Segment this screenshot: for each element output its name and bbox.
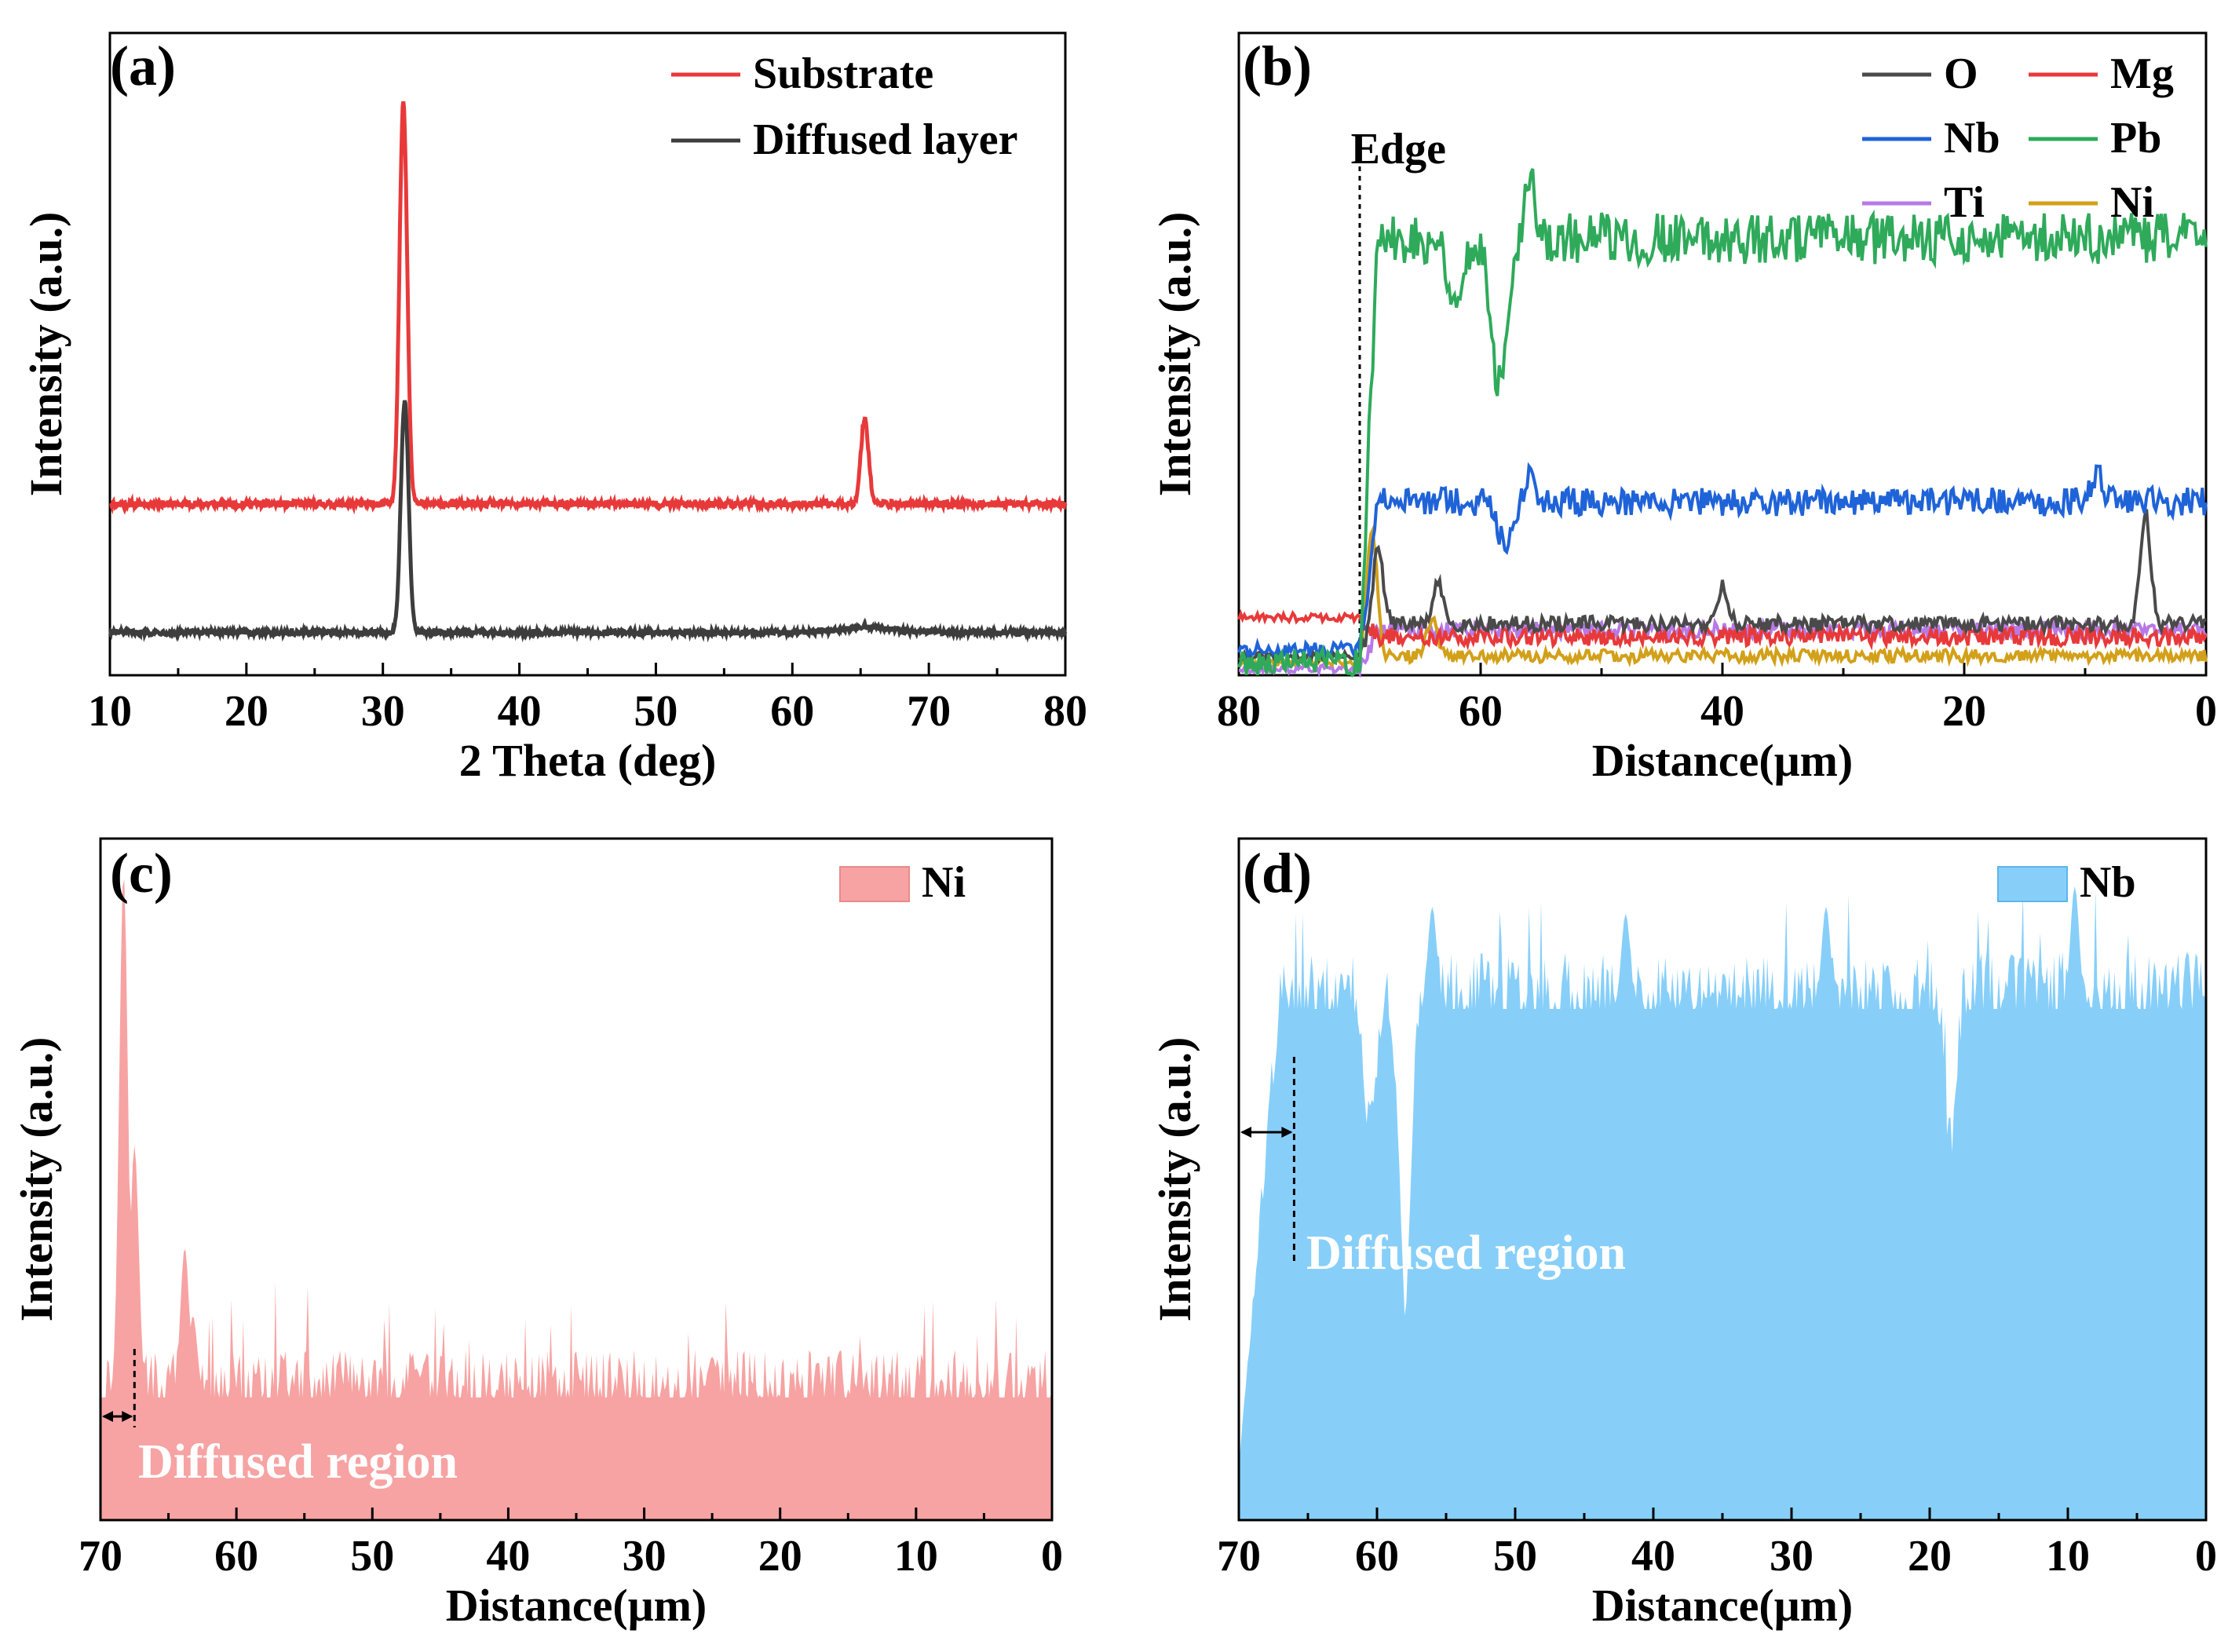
x-tick-label: 20 [225,687,268,736]
x-tick-label: 10 [2046,1532,2090,1581]
x-tick-label: 20 [758,1532,802,1581]
legend-label: Diffused layer [753,115,1018,164]
panel-label: (a) [110,35,176,97]
legend-label: Pb [2110,114,2161,163]
x-tick-label: 70 [907,687,951,736]
arrow-head-left [102,1411,113,1422]
legend-label: Ti [1944,178,1985,227]
legend-label: Mg [2110,49,2174,98]
x-axis-label: Distance(μm) [1592,735,1853,786]
series-line [1237,524,2208,669]
y-axis-label: Intensity (a.u.) [1149,212,1200,497]
x-tick-label: 80 [1043,687,1087,736]
y-axis-label: Intensity (a.u.) [1149,1037,1200,1322]
x-tick-label: 30 [1770,1532,1813,1581]
legend-label: Substrate [753,49,933,98]
x-tick-label: 50 [350,1532,394,1581]
series-line [1237,509,2207,665]
x-tick-label: 60 [770,687,814,736]
legend-label: O [1944,49,1978,98]
x-tick-label: 60 [1355,1532,1399,1581]
x-tick-label: 0 [2195,687,2217,736]
x-tick-label: 20 [1942,687,1986,736]
x-tick-label: 40 [498,687,542,736]
x-tick-label: 40 [486,1532,530,1581]
region-annotation: Diffused region [138,1435,458,1489]
x-tick-label: 10 [88,687,132,736]
x-tick-label: 80 [1217,687,1261,736]
legend-label: Nb [2080,858,2136,907]
panel-d: 70 60 50 40 30 20 10 0 Distance(μm) Intensity (a.… [1149,837,2217,1631]
series-line [1237,462,2208,662]
x-tick-label: 50 [634,687,678,736]
panel-c: 70 60 50 40 30 20 10 0 Distance(μm) Intensity (a.… [11,837,1063,1631]
panel-label: (b) [1243,35,1312,97]
legend-label: Ni [922,858,966,907]
x-tick-label: 60 [1459,687,1503,736]
x-tick-label: 60 [214,1532,258,1581]
x-tick-label: 40 [1631,1532,1675,1581]
x-tick-label: 30 [361,687,405,736]
x-tick-label: 50 [1493,1532,1537,1581]
x-tick-label: 20 [1908,1532,1952,1581]
x-axis-label: Distance(μm) [1592,1580,1853,1631]
x-tick-label: 30 [623,1532,667,1581]
series-line [1237,168,2208,678]
legend-swatch [839,866,910,902]
arrow-head-right [1281,1127,1293,1138]
arrow-head-left [1240,1127,1251,1138]
arrow-head-right [122,1411,133,1422]
region-annotation: Diffused region [1306,1226,1626,1280]
x-tick-label: 70 [79,1532,122,1581]
x-tick-label: 0 [1041,1532,1063,1581]
panel-b: 80 60 40 20 0 Distance(μm) Intensity (a.u.) (b)… [1149,31,2217,786]
panel-a: 10 20 30 40 50 60 70 80 2 Theta (deg) Intensity (… [20,31,1087,786]
legend-label: Ni [2110,178,2154,227]
x-tick-label: 40 [1700,687,1744,736]
x-tick-label: 0 [2195,1532,2217,1581]
legend-label: Nb [1944,114,2000,163]
series-line [1237,609,2208,651]
x-axis-label: Distance(μm) [446,1580,707,1631]
x-tick-label: 70 [1217,1532,1261,1581]
y-axis-label: Intensity (a.u.) [20,212,71,497]
legend-swatch [1997,866,2068,902]
x-tick-label: 10 [894,1532,938,1581]
y-axis-label: Intensity (a.u.) [11,1037,62,1322]
panel-label: (c) [110,842,173,905]
edge-annotation: Edge [1351,125,1446,174]
series-area [1239,886,2206,1520]
series-line [108,400,1068,643]
series-area [100,879,1052,1520]
x-axis-label: 2 Theta (deg) [459,735,717,786]
panel-label: (d) [1243,842,1312,905]
series-line [109,101,1068,515]
